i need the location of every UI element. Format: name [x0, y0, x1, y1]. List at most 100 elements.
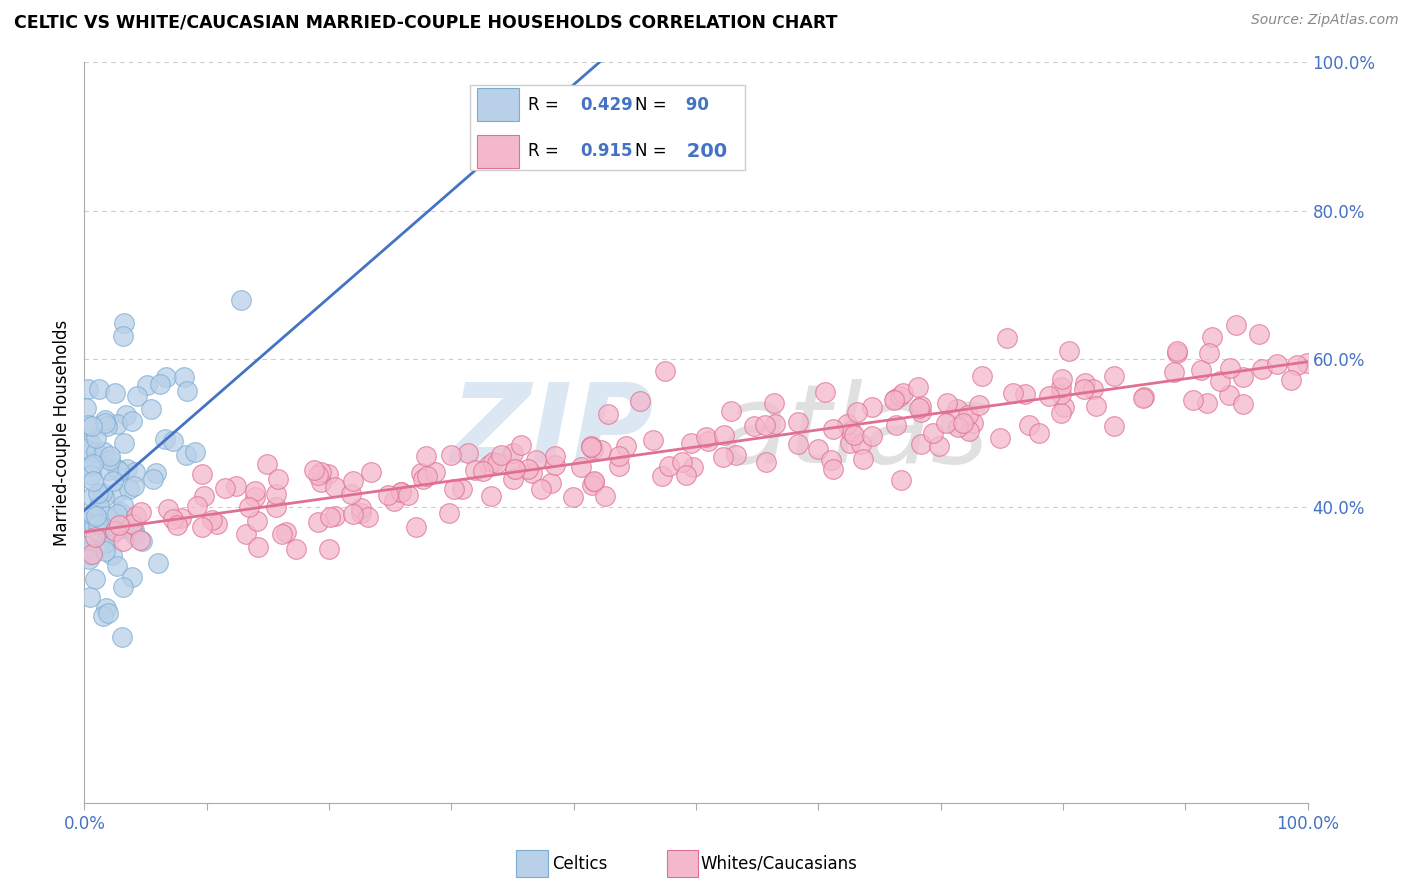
Point	[389, 485, 412, 500]
Point	[1286, 359, 1309, 373]
FancyBboxPatch shape	[477, 135, 519, 168]
Point	[271, 526, 294, 541]
Point	[173, 369, 195, 384]
Point	[309, 475, 332, 489]
FancyBboxPatch shape	[516, 850, 548, 877]
Point	[628, 394, 651, 409]
Point	[75, 516, 97, 530]
Point	[889, 389, 911, 403]
Point	[94, 413, 117, 427]
Point	[457, 446, 479, 460]
Point	[184, 445, 207, 459]
Point	[229, 293, 252, 308]
Point	[176, 448, 198, 462]
Point	[121, 414, 143, 428]
Point	[907, 380, 929, 394]
Point	[111, 630, 134, 644]
Point	[256, 458, 278, 472]
Point	[191, 520, 214, 534]
Point	[562, 491, 585, 505]
Point	[1081, 383, 1104, 397]
Point	[1218, 387, 1240, 401]
Point	[471, 464, 494, 478]
Point	[1166, 344, 1188, 359]
Point	[339, 487, 361, 501]
Text: 0.429: 0.429	[579, 95, 633, 113]
Point	[1073, 382, 1095, 396]
Point	[136, 377, 159, 392]
Point	[124, 528, 146, 542]
Point	[823, 461, 845, 475]
Point	[112, 436, 135, 450]
Point	[946, 419, 969, 434]
Point	[443, 483, 465, 497]
Point	[405, 519, 427, 533]
Point	[910, 399, 932, 413]
Point	[186, 499, 208, 513]
Point	[786, 437, 808, 451]
Point	[481, 489, 503, 503]
Point	[838, 435, 860, 450]
Point	[544, 458, 567, 472]
Point	[84, 452, 107, 467]
Point	[671, 455, 693, 469]
Point	[84, 431, 107, 445]
Point	[79, 548, 101, 562]
Point	[1014, 387, 1036, 401]
Point	[318, 510, 340, 524]
Point	[713, 428, 735, 442]
Point	[962, 416, 984, 430]
Point	[1166, 346, 1188, 360]
Point	[946, 401, 969, 416]
Point	[285, 542, 308, 557]
Point	[349, 506, 371, 520]
Point	[246, 514, 269, 528]
Point	[104, 486, 127, 500]
Point	[522, 467, 544, 481]
Text: Source: ZipAtlas.com: Source: ZipAtlas.com	[1251, 13, 1399, 28]
Point	[524, 453, 547, 467]
Point	[675, 467, 697, 482]
Point	[579, 440, 602, 454]
Point	[860, 401, 883, 415]
Point	[510, 438, 533, 452]
Point	[243, 483, 266, 498]
Point	[91, 485, 114, 500]
Point	[141, 401, 163, 416]
Point	[814, 384, 837, 399]
Point	[582, 442, 605, 456]
Point	[157, 502, 180, 516]
Point	[988, 431, 1011, 445]
Point	[304, 463, 326, 477]
Point	[423, 465, 446, 479]
Point	[79, 458, 101, 473]
Point	[79, 551, 101, 566]
Point	[1189, 363, 1212, 377]
Point	[1132, 391, 1154, 405]
Point	[166, 517, 188, 532]
Point	[193, 489, 215, 503]
Point	[118, 483, 141, 497]
Point	[94, 417, 117, 431]
Point	[87, 499, 110, 513]
Point	[852, 452, 875, 467]
Point	[842, 428, 865, 442]
Point	[396, 488, 419, 502]
Point	[162, 511, 184, 525]
Point	[1198, 346, 1220, 360]
Point	[80, 548, 103, 562]
Point	[111, 328, 134, 343]
Point	[1074, 376, 1097, 391]
Point	[1219, 361, 1241, 376]
Point	[243, 490, 266, 504]
Point	[104, 386, 127, 401]
Point	[307, 515, 329, 529]
Point	[614, 439, 637, 453]
Point	[96, 463, 118, 477]
Point	[489, 448, 512, 462]
Point	[720, 404, 742, 418]
Point	[682, 459, 704, 474]
Point	[325, 508, 347, 523]
Point	[654, 363, 676, 377]
Point	[1279, 373, 1302, 387]
